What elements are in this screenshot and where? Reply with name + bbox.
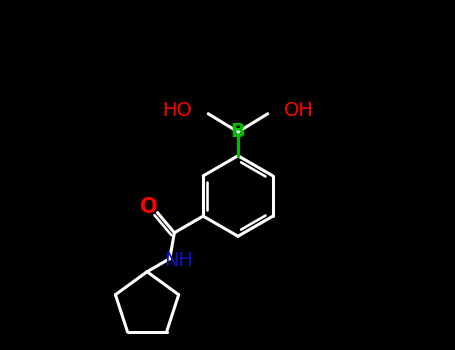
Text: OH: OH [283, 102, 313, 120]
Text: B: B [231, 122, 245, 141]
Text: O: O [140, 197, 157, 217]
Text: NH: NH [164, 251, 193, 270]
Text: HO: HO [162, 102, 192, 120]
